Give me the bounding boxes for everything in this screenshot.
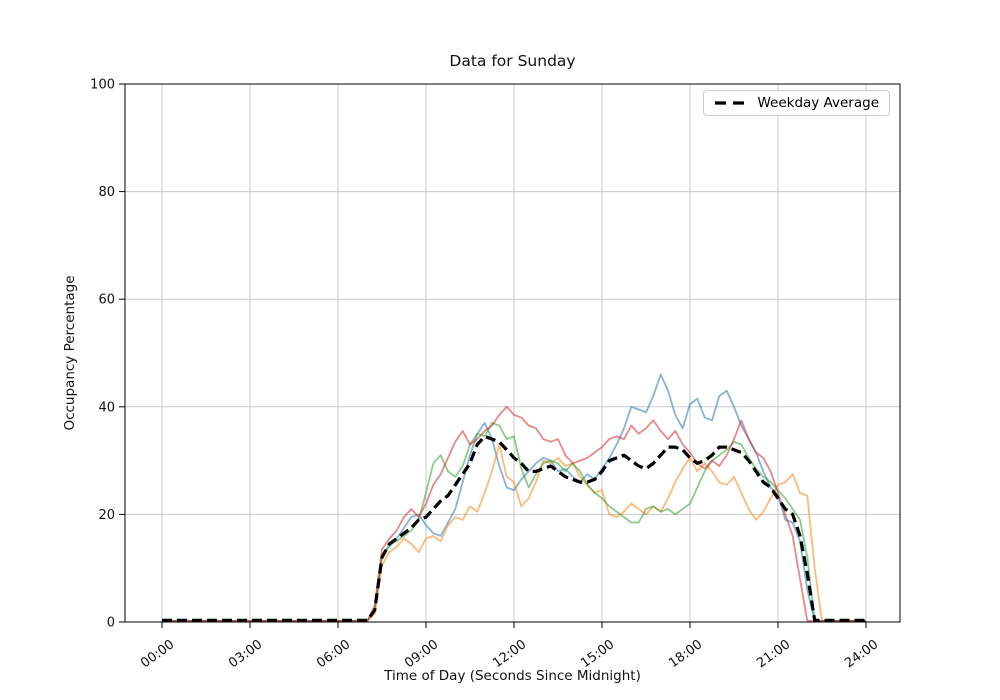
y-tick-label: 100 (90, 78, 115, 93)
legend-label: Weekday Average (757, 95, 879, 111)
y-axis-label: Occupancy Percentage (62, 275, 78, 431)
x-tick-label: 24:00 (842, 637, 881, 671)
y-tick-label: 80 (98, 185, 115, 200)
x-tick-label: 06:00 (314, 637, 353, 671)
legend: Weekday Average (703, 90, 890, 116)
x-tick-label: 18:00 (666, 637, 705, 671)
y-tick-label: 60 (98, 293, 115, 308)
x-tick-label: 09:00 (402, 637, 441, 671)
series-line-4 (162, 405, 866, 622)
x-tick-label: 12:00 (490, 637, 529, 671)
x-tick-label: 03:00 (226, 637, 265, 671)
y-tick-label: 40 (98, 400, 115, 415)
chart-title: Data for Sunday (449, 52, 576, 70)
legend-dashed-line-icon (715, 101, 748, 105)
y-tick-label: 20 (98, 508, 115, 523)
plot-border (124, 83, 901, 623)
series-weekday-average (162, 434, 866, 623)
y-tick-label: 0 (107, 616, 115, 631)
x-tick-label: 00:00 (138, 637, 177, 671)
x-tick-label: 15:00 (578, 637, 617, 671)
x-tick-label: 21:00 (754, 637, 793, 671)
x-axis-label: Time of Day (Seconds Since Midnight) (384, 668, 641, 684)
